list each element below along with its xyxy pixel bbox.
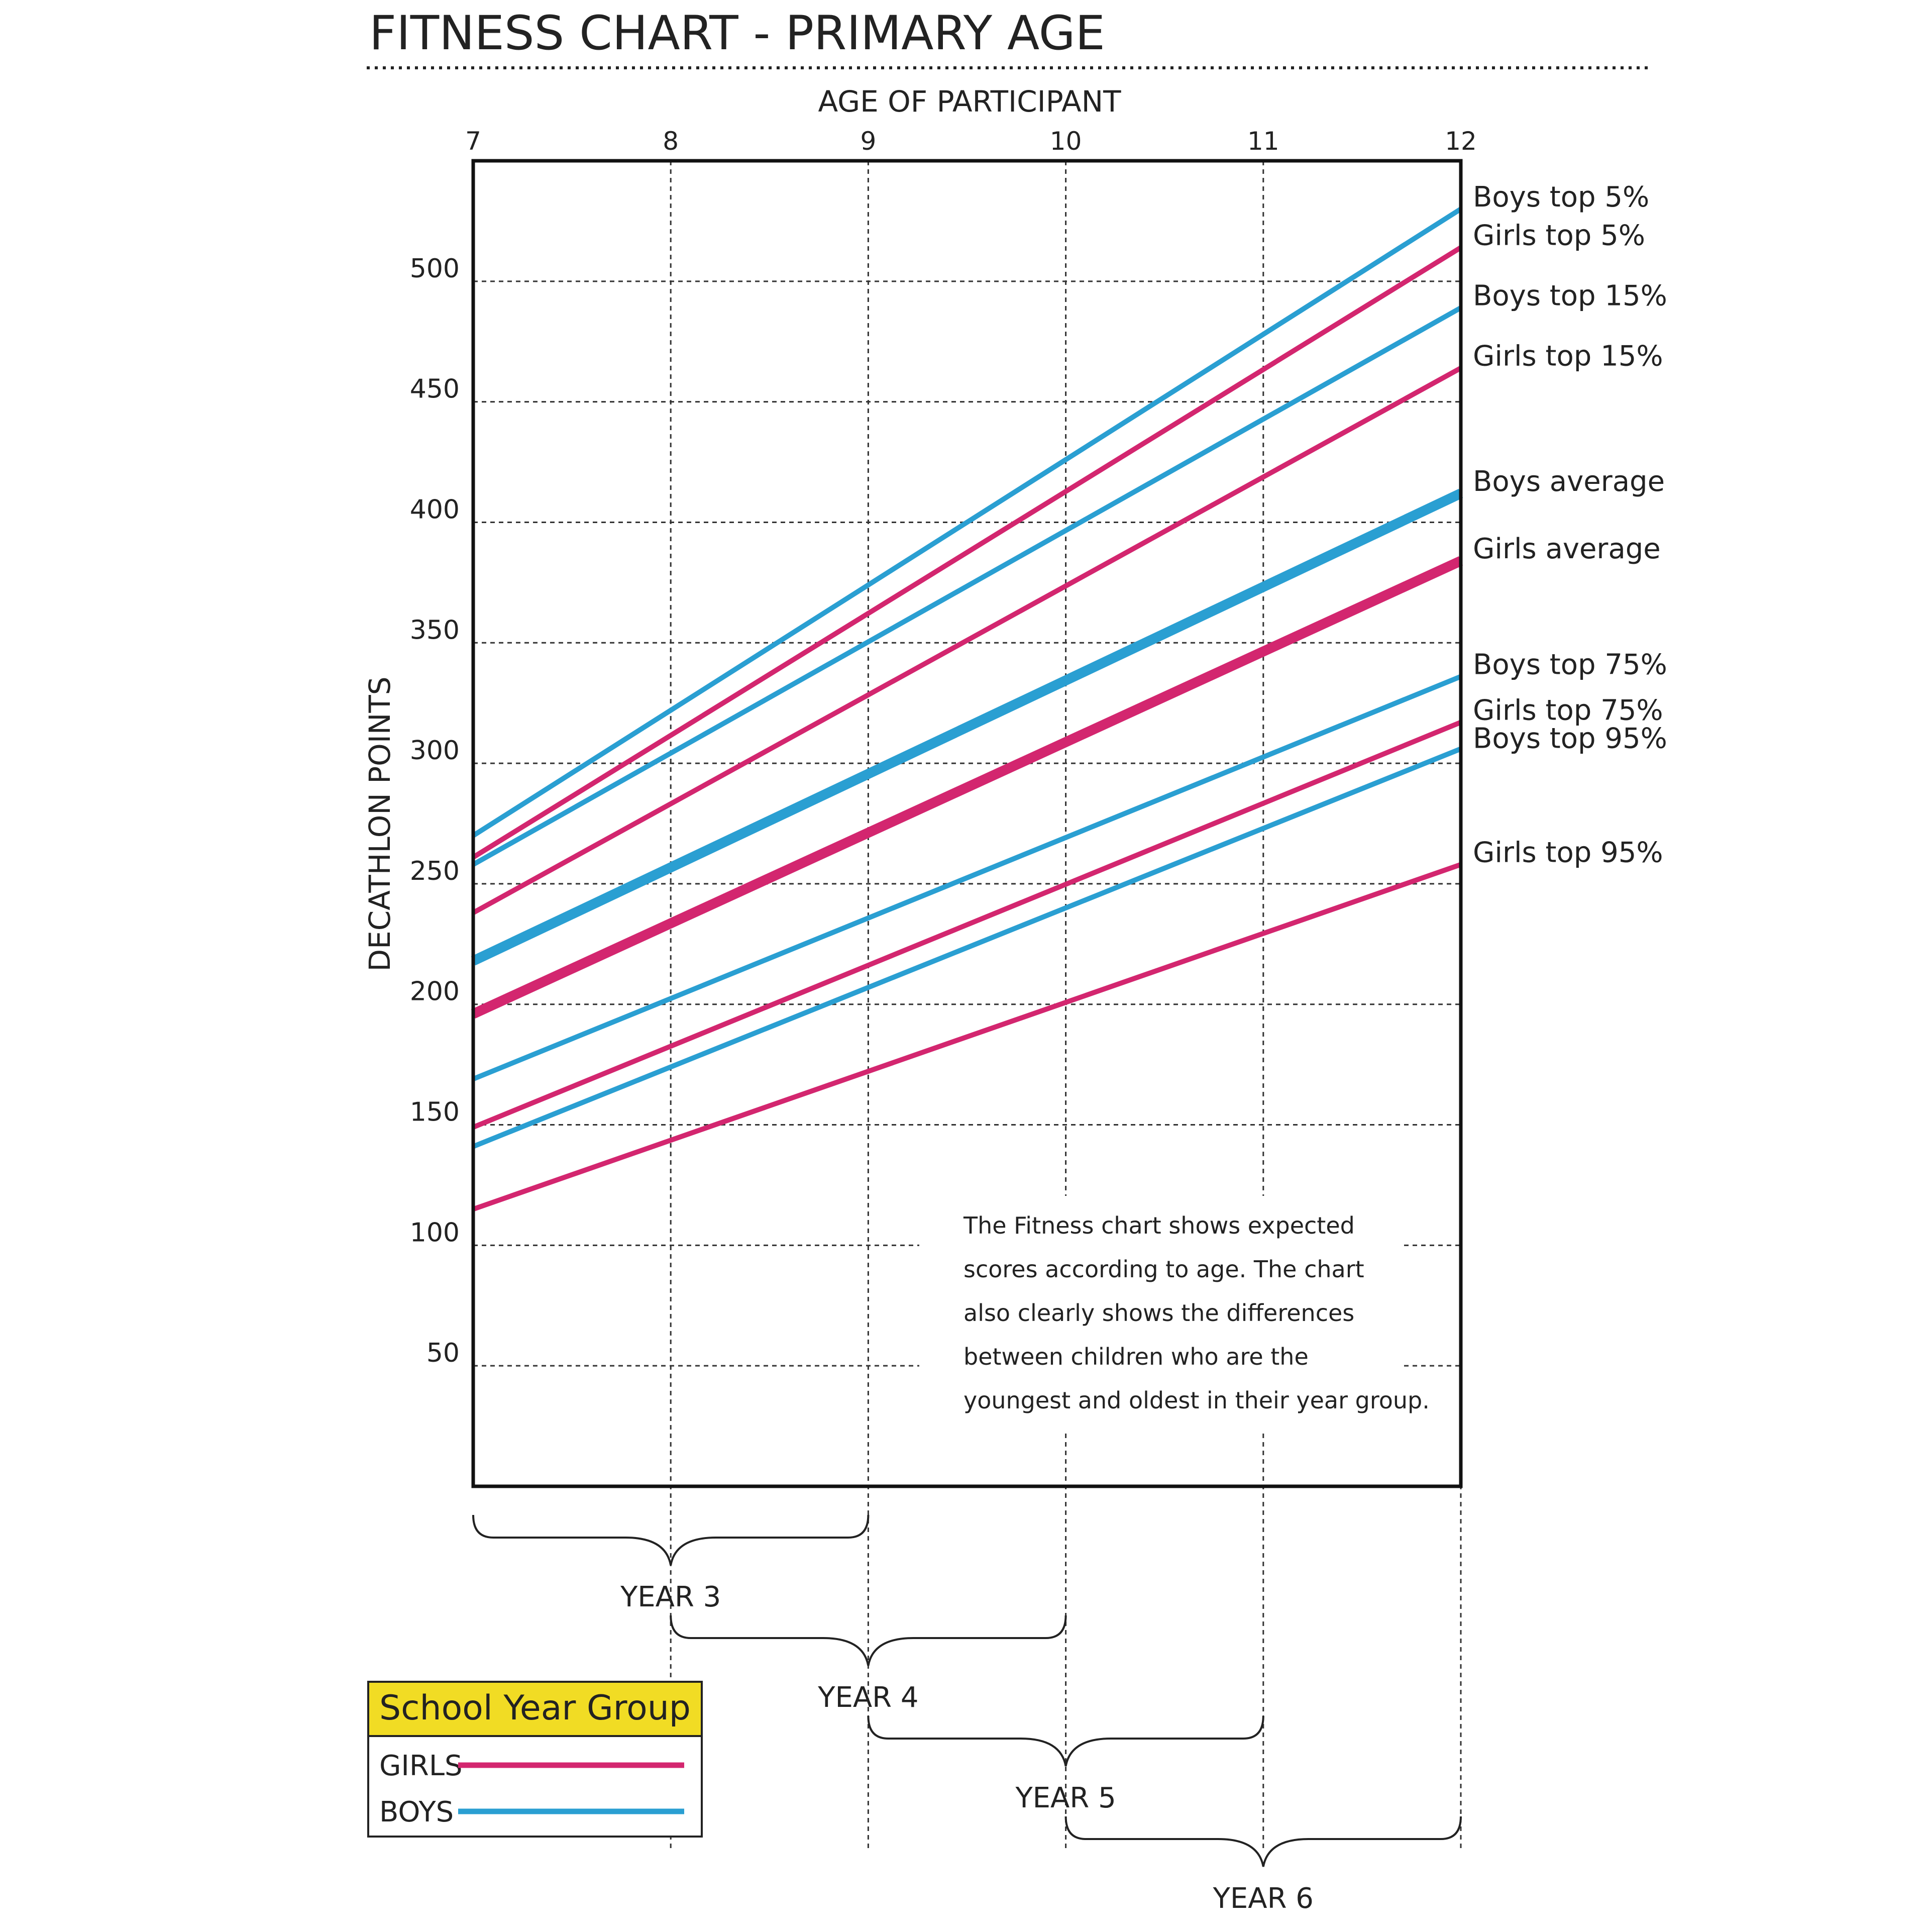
y-tick-label: 50 (426, 1338, 460, 1368)
x-tick-label: 8 (663, 127, 679, 156)
y-tick-label: 350 (410, 615, 460, 645)
y-tick-label: 100 (410, 1217, 460, 1248)
series-label: Boys average (1473, 465, 1665, 498)
series-line-girls-top-95 (472, 862, 1462, 1212)
year-bracket (1064, 1816, 1462, 1867)
y-axis-title: DECATHLON POINTS (363, 676, 397, 971)
y-tick-label: 300 (410, 736, 460, 766)
series-label: Girls top 95% (1473, 837, 1663, 869)
series-lines (471, 207, 1463, 1212)
series-line-boys-top-75 (472, 674, 1462, 1082)
series-line-girls-top-15 (472, 366, 1462, 915)
y-tick-label: 500 (410, 254, 460, 284)
note-line-1: The Fitness chart shows expected (963, 1212, 1355, 1239)
year-bracket (867, 1715, 1264, 1767)
note-line-3: also clearly shows the differences (963, 1299, 1354, 1327)
legend-box (367, 1735, 703, 1838)
y-tick-label: 250 (410, 856, 460, 886)
year-bracket (670, 1615, 1067, 1666)
series-label: Boys top 5% (1473, 181, 1649, 214)
year-label: YEAR 5 (1015, 1782, 1116, 1814)
series-labels: Boys top 5% Girls top 5% Boys top 15% Girls… (1473, 181, 1667, 869)
series-label: Girls top 5% (1473, 220, 1645, 252)
year-group-brackets: YEAR 3 YEAR 4 YEAR 5 YEAR 6 (472, 1514, 1462, 1915)
year-label: YEAR 6 (1213, 1882, 1314, 1915)
plot-frame (471, 159, 1463, 1488)
series-line-boys-average (471, 488, 1463, 966)
y-tick-label: 400 (410, 494, 460, 525)
note-box (919, 1196, 1402, 1432)
series-line-boys-top-15 (472, 306, 1462, 867)
x-tick-label: 11 (1247, 127, 1279, 156)
year-label: YEAR 3 (620, 1581, 721, 1613)
page-title: FITNESS CHART - PRIMARY AGE (369, 6, 1105, 61)
x-tick-label: 10 (1050, 127, 1082, 156)
note-line-5: youngest and oldest in their year group. (963, 1387, 1430, 1414)
series-label: Boys top 15% (1473, 280, 1667, 313)
note-line-2: scores according to age. The chart (963, 1256, 1364, 1283)
series-label: Girls average (1473, 533, 1661, 565)
series-line-girls-top-5 (472, 245, 1462, 860)
x-tick-labels: 7 8 9 10 11 12 (465, 127, 1477, 156)
y-tick-label: 450 (410, 374, 460, 404)
series-label: Boys top 95% (1473, 723, 1667, 755)
series-line-girls-top-75 (472, 720, 1462, 1130)
series-line-boys-top-95 (472, 746, 1462, 1149)
y-tick-label: 150 (410, 1097, 460, 1128)
series-line-boys-top-5 (472, 207, 1462, 838)
series-line-girls-average (471, 556, 1463, 1019)
legend: School Year Group GIRLS BOYS (367, 1681, 703, 1838)
year-bracket (472, 1514, 870, 1566)
series-label: Boys top 75% (1473, 648, 1667, 681)
legend-heading-background (367, 1681, 703, 1737)
x-tick-label: 7 (465, 127, 481, 156)
x-tick-label: 9 (860, 127, 876, 156)
x-axis-title: AGE OF PARTICIPANT (818, 84, 1121, 119)
series-label: Girls top 15% (1473, 340, 1663, 372)
y-tick-label: 200 (410, 977, 460, 1007)
legend-boys-label: BOYS (379, 1796, 454, 1828)
note-line-4: between children who are the (963, 1343, 1309, 1370)
series-label: Girls top 75% (1473, 694, 1663, 727)
year-label: YEAR 4 (817, 1681, 918, 1714)
y-tick-labels: 50 100 150 200 250 300 350 400 450 500 (410, 254, 460, 1368)
x-tick-label: 12 (1445, 127, 1477, 156)
legend-heading: School Year Group (379, 1688, 691, 1728)
legend-girls-label: GIRLS (379, 1750, 463, 1782)
